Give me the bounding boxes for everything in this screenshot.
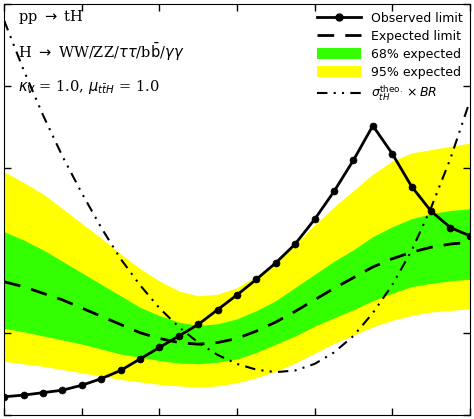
Legend: Observed limit, Expected limit, 68% expected, 95% expected, $\sigma_{tH}^{\rm th: Observed limit, Expected limit, 68% expe… bbox=[312, 7, 467, 108]
Text: H $\rightarrow$ WW/ZZ/$\tau\tau$/b$\bar{\rm b}$/$\gamma\gamma$: H $\rightarrow$ WW/ZZ/$\tau\tau$/b$\bar{… bbox=[18, 41, 184, 63]
Text: pp $\rightarrow$ tH: pp $\rightarrow$ tH bbox=[18, 8, 84, 26]
Text: $\kappa_V$ = 1.0, $\mu_{t\bar{t}H}$ = 1.0: $\kappa_V$ = 1.0, $\mu_{t\bar{t}H}$ = 1.… bbox=[18, 78, 160, 96]
